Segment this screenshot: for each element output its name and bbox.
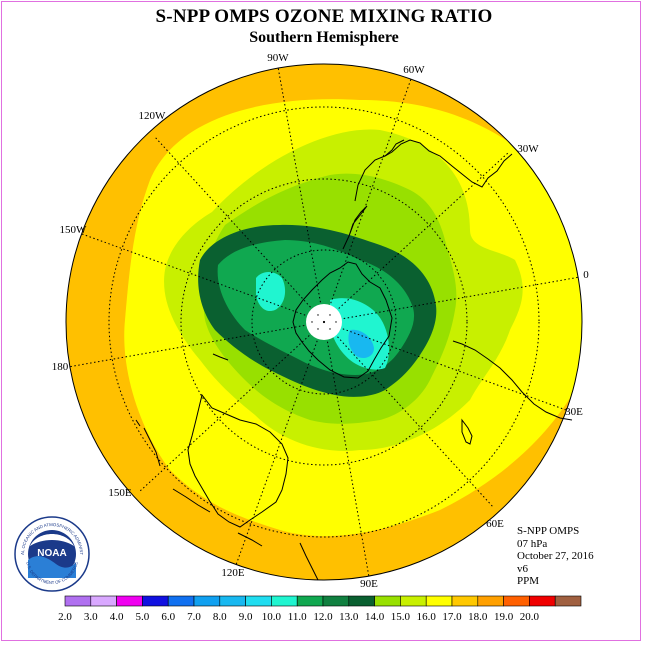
- colorbar-tick-label: 6.0: [161, 611, 175, 623]
- colorbar-swatch: [348, 595, 375, 607]
- colorbar-tick-label: 17.0: [442, 611, 462, 623]
- noaa-seal-icon: NOAA NATIONAL OCEANIC AND ATMOSPHERIC AD…: [12, 512, 90, 592]
- colorbar-tick-label: 2.0: [58, 611, 72, 623]
- noaa-logo: NOAA NATIONAL OCEANIC AND ATMOSPHERIC AD…: [12, 512, 90, 596]
- lon-label-90e: 90E: [360, 578, 378, 590]
- longitude-labels: 90W 60W 30W 0 30E 60E 90E 120E 150E 180 …: [52, 52, 590, 590]
- colorbar-tick-label: 5.0: [136, 611, 150, 623]
- lon-label-30w: 30W: [517, 143, 539, 155]
- product-info: S-NPP OMPS 07 hPa October 27, 2016 v6 PP…: [517, 525, 594, 588]
- map-boundary: [65, 63, 583, 581]
- lon-label-150w: 150W: [60, 224, 88, 236]
- ozone-minimum-core: [348, 329, 374, 358]
- colorbar-swatch: [554, 595, 582, 607]
- colorbar-swatch: [374, 595, 401, 607]
- coastlines: [135, 139, 573, 581]
- lon-label-180: 180: [52, 361, 69, 373]
- ozone-min-left-patch: [256, 272, 286, 312]
- colorbar-swatch: [322, 595, 350, 607]
- colorbar-swatch: [167, 595, 195, 607]
- map-subtitle: Southern Hemisphere: [249, 29, 399, 46]
- lon-label-90w: 90W: [267, 52, 289, 64]
- colorbar-tick-label: 8.0: [213, 611, 227, 623]
- units-label: PPM: [517, 575, 540, 587]
- instrument-label: S-NPP OMPS: [517, 525, 580, 537]
- lon-label-60e: 60E: [486, 518, 504, 530]
- lon-label-120e: 120E: [221, 567, 245, 579]
- colorbar-tick-label: 20.0: [520, 611, 540, 623]
- colorbar-tick-label: 9.0: [239, 611, 253, 623]
- date-label: October 27, 2016: [517, 550, 594, 562]
- colorbar-swatch: [193, 595, 221, 607]
- colorbar-ticks: 2.0 3.0 4.0 5.0 6.0 7.0 8.0 9.0 10.0 11.0 12.0 13.0…: [58, 611, 539, 623]
- graticule: [67, 66, 581, 578]
- colorbar-tick-label: 14.0: [365, 611, 385, 623]
- colorbar-swatch: [451, 595, 479, 607]
- colorbar-swatches: [64, 595, 582, 607]
- colorbar-tick-label: 16.0: [417, 611, 437, 623]
- colorbar-swatch: [116, 595, 143, 607]
- colorbar-tick-label: 13.0: [339, 611, 359, 623]
- colorbar-tick-label: 19.0: [494, 611, 514, 623]
- polar-gap-dots: [311, 314, 337, 330]
- noaa-logo-text: NOAA: [37, 548, 66, 559]
- colorbar-tick-label: 3.0: [84, 611, 98, 623]
- version-label: v6: [517, 562, 528, 575]
- colorbar-tick-label: 4.0: [110, 611, 124, 623]
- lon-label-60w: 60W: [403, 64, 425, 76]
- map-title: S-NPP OMPS OZONE MIXING RATIO: [155, 6, 493, 27]
- colorbar-tick-label: 7.0: [187, 611, 201, 623]
- colorbar-swatch: [296, 595, 324, 607]
- lon-label-150e: 150E: [108, 487, 132, 499]
- colorbar-swatch: [271, 595, 298, 607]
- colorbar-tick-label: 18.0: [468, 611, 488, 623]
- image-frame: [1, 1, 641, 641]
- colorbar-tick-label: 10.0: [262, 611, 282, 623]
- colorbar-tick-label: 12.0: [313, 611, 333, 623]
- colorbar-swatch: [400, 595, 427, 607]
- colorbar-tick-label: 11.0: [288, 611, 307, 623]
- colorbar-swatch: [245, 595, 272, 607]
- colorbar: 2.0 3.0 4.0 5.0 6.0 7.0 8.0 9.0 10.0 11.0 12.0 13.0…: [58, 595, 582, 623]
- pressure-level: 07 hPa: [517, 537, 548, 550]
- colorbar-swatch: [219, 595, 246, 607]
- colorbar-swatch: [142, 595, 169, 607]
- colorbar-swatch: [64, 595, 92, 607]
- colorbar-swatch: [503, 595, 530, 607]
- colorbar-swatch: [477, 595, 504, 607]
- lon-label-120w: 120W: [139, 110, 167, 122]
- lon-label-30e: 30E: [565, 406, 583, 418]
- lon-label-0: 0: [583, 269, 589, 281]
- colorbar-tick-label: 15.0: [391, 611, 411, 623]
- colorbar-swatch: [90, 595, 117, 607]
- colorbar-swatch: [529, 595, 556, 607]
- colorbar-swatch: [425, 595, 453, 607]
